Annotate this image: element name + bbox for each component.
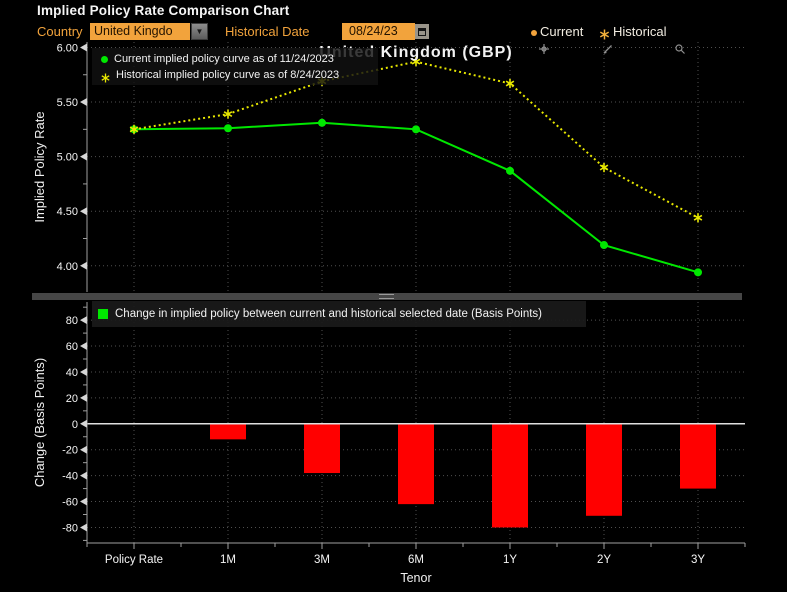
x-tick-label: Policy Rate	[105, 554, 163, 566]
svg-text:6.00: 6.00	[57, 42, 78, 54]
svg-text:0: 0	[72, 419, 78, 431]
y-axis: 6.00 5.50 5.00 4.50 4.00 Implied Policy Rate	[32, 42, 88, 292]
svg-text:80: 80	[66, 315, 78, 327]
svg-text:-40: -40	[62, 471, 78, 483]
x-axis: Policy Rate 1M 3M 6M 1Y 2Y 3Y Tenor	[86, 542, 746, 585]
x-tick-label: 1M	[220, 554, 236, 566]
bar-3Y	[680, 423, 716, 489]
panel-divider	[32, 293, 742, 300]
svg-text:40: 40	[66, 367, 78, 379]
historical-series-marker-icon	[599, 27, 610, 45]
calendar-icon	[418, 27, 426, 36]
x-tick-label: 6M	[408, 554, 424, 566]
svg-text:-80: -80	[62, 522, 78, 534]
change-legend-swatch-icon	[98, 309, 108, 319]
historical-date-label: Historical Date	[225, 24, 310, 39]
svg-text:-20: -20	[62, 445, 78, 457]
calendar-button[interactable]	[415, 24, 429, 39]
gridlines	[87, 42, 745, 292]
magnifier-icon	[675, 44, 685, 54]
historical-series-toggle[interactable]: Historical	[613, 24, 667, 39]
top-chart-legend: Current implied policy curve as of 11/24…	[92, 48, 378, 85]
change-bars	[210, 423, 716, 528]
y-axis-label: Implied Policy Rate	[32, 111, 47, 222]
current-curve-marker-icon	[101, 55, 108, 63]
y-axis: 80 60 40 20 0 -20 -40 -60 -80 Change (Basis Point…	[32, 302, 88, 543]
historical-curve-marker-icon	[101, 70, 110, 83]
country-select[interactable]: United Kingdo	[90, 23, 190, 40]
country-label: Country	[37, 24, 83, 39]
current-curve-legend-label: Current implied policy curve as of 11/24…	[114, 53, 334, 65]
bar-1M	[210, 423, 246, 440]
svg-text:20: 20	[66, 393, 78, 405]
historical-curve-legend-label: Historical implied policy curve as of 8/…	[116, 69, 340, 81]
x-axis-label: Tenor	[400, 571, 431, 585]
chevron-down-icon: ▼	[195, 27, 204, 36]
bar-1Y	[492, 423, 528, 528]
bottom-chart-legend: Change in implied policy between current…	[92, 301, 586, 327]
country-dropdown-button[interactable]: ▼	[191, 23, 208, 40]
page-title: Implied Policy Rate Comparison Chart	[37, 3, 290, 18]
svg-text:4.50: 4.50	[57, 206, 78, 218]
bar-3M	[304, 423, 340, 474]
current-series-marker-icon	[531, 30, 537, 36]
bar-2Y	[586, 423, 622, 516]
x-tick-label: 1Y	[503, 554, 517, 566]
svg-text:-60: -60	[62, 497, 78, 509]
historical-date-input[interactable]: 08/24/23	[342, 23, 415, 40]
divider-drag-handle[interactable]	[379, 294, 394, 299]
x-tick-label: 3M	[314, 554, 330, 566]
country-select-value: United Kingdo	[94, 24, 173, 38]
x-tick-label: 2Y	[597, 554, 611, 566]
historical-date-value: 08/24/23	[349, 24, 398, 38]
bar-6M	[398, 423, 434, 505]
change-legend-label: Change in implied policy between current…	[115, 308, 543, 320]
svg-text:4.00: 4.00	[57, 261, 78, 273]
svg-text:5.00: 5.00	[57, 152, 78, 164]
svg-text:5.50: 5.50	[57, 97, 78, 109]
svg-text:60: 60	[66, 341, 78, 353]
annotate-pencil-icon	[603, 45, 612, 54]
x-tick-label: 3Y	[691, 554, 705, 566]
track-icon	[539, 44, 549, 54]
current-series-toggle[interactable]: Current	[540, 24, 584, 39]
y-axis-label: Change (Basis Points)	[32, 358, 47, 487]
